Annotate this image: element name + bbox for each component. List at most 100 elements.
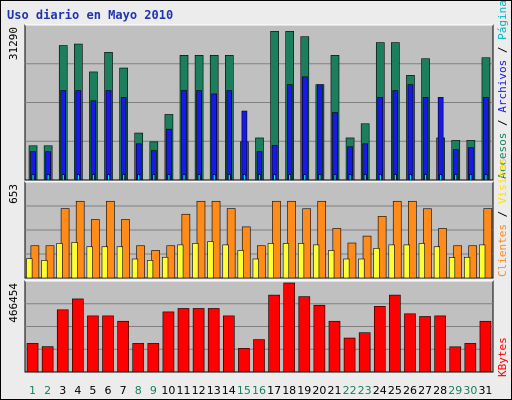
bar-archivos-day-18: [286, 84, 293, 181]
x-tick-label-day-27: 27: [418, 384, 432, 397]
bar-paginas-day-24: [378, 174, 382, 181]
bar-visitas-day-6: [106, 200, 115, 279]
bar-paginas-day-28: [439, 174, 442, 181]
bar-visitas-day-24: [377, 216, 387, 279]
bar-kbytes-day-27: [419, 316, 431, 373]
bar-kbytes-day-25: [389, 294, 401, 373]
bar-paginas-day-15: [243, 174, 246, 181]
bar-kbytes-day-16: [253, 339, 265, 373]
bar-paginas-day-14: [228, 174, 231, 181]
bar-visitas-day-14: [226, 208, 236, 279]
bar-archivos-day-12: [196, 90, 202, 181]
bar-paginas-day-6: [107, 174, 110, 181]
bar-paginas-day-20: [318, 174, 322, 181]
bar-kbytes-day-14: [223, 315, 235, 373]
bar-kbytes-day-6: [102, 315, 114, 373]
bar-kbytes-day-17: [268, 294, 280, 373]
bar-clientes-day-10: [162, 256, 169, 279]
bar-kbytes-day-28: [434, 315, 446, 373]
bar-paginas-day-25: [394, 174, 397, 181]
bar-clientes-day-8: [131, 258, 139, 279]
bar-archivos-day-28: [437, 97, 444, 181]
legend-kbytes: KBytes: [496, 337, 509, 377]
bar-kbytes-day-2: [41, 346, 54, 373]
bar-kbytes-day-9: [147, 343, 160, 373]
x-tick-label-day-10: 10: [161, 384, 175, 397]
legend-part-visitas-1: /: [496, 204, 509, 217]
bar-archivos-day-4: [75, 90, 82, 181]
bar-paginas-day-21: [333, 174, 337, 181]
x-tick-label-day-26: 26: [403, 384, 417, 397]
bar-clientes-day-23: [358, 258, 365, 279]
bar-visitas-day-12: [196, 200, 206, 279]
x-tick-label-day-2: 2: [44, 384, 51, 397]
bar-archivos-day-13: [211, 93, 218, 181]
bar-clientes-day-9: [146, 260, 154, 279]
bar-kbytes-day-31: [479, 320, 492, 373]
legend-part-accesos-2: Archivos: [496, 53, 509, 113]
bar-kbytes-day-29: [449, 346, 462, 373]
bar-paginas-day-3: [61, 174, 65, 181]
bar-kbytes-day-7: [117, 320, 129, 373]
bar-archivos-day-10: [166, 128, 172, 181]
legend-part-visitas-0: Clientes: [496, 217, 509, 277]
bar-clientes-day-22: [343, 258, 350, 279]
legend-accesos: Accesos / Archivos / Páginas: [496, 1, 509, 179]
bar-clientes-day-29: [448, 257, 456, 279]
bar-kbytes-day-19: [298, 296, 311, 373]
bar-paginas-day-4: [77, 174, 80, 181]
bar-clientes-day-26: [403, 244, 410, 279]
bar-kbytes-day-13: [207, 308, 220, 373]
bar-paginas-day-12: [197, 174, 201, 181]
x-tick-label-day-12: 12: [192, 384, 206, 397]
bar-archivos-day-21: [332, 112, 338, 181]
bar-clientes-day-27: [418, 243, 425, 279]
x-tick-label-day-30: 30: [463, 384, 477, 397]
bar-clientes-day-17: [267, 243, 274, 279]
bar-clientes-day-28: [433, 246, 441, 279]
bar-kbytes-day-5: [87, 315, 99, 373]
x-tick-label-day-8: 8: [135, 384, 142, 397]
x-tick-label-day-19: 19: [297, 384, 311, 397]
bar-paginas-day-2: [46, 174, 50, 181]
bar-archivos-day-27: [422, 97, 429, 181]
x-tick-label-day-13: 13: [207, 384, 221, 397]
bar-kbytes-day-10: [162, 311, 175, 373]
bar-clientes-day-14: [222, 244, 229, 279]
bar-visitas-day-17: [272, 200, 281, 279]
bar-visitas-day-31: [483, 208, 493, 279]
y-max-label-0: 31290: [7, 27, 20, 60]
bar-clientes-day-5: [86, 246, 93, 279]
bar-archivos-day-19: [301, 76, 308, 181]
bar-paginas-day-10: [167, 174, 171, 181]
bar-paginas-day-17: [273, 174, 276, 181]
legend-part-accesos-4: Páginas: [496, 1, 509, 40]
bar-paginas-day-5: [92, 174, 95, 181]
bar-paginas-day-8: [137, 174, 141, 181]
bar-clientes-day-3: [56, 243, 63, 279]
bar-clientes-day-6: [101, 246, 108, 279]
bar-archivos-day-15: [241, 110, 248, 181]
bar-archivos-day-11: [181, 90, 187, 181]
chart-title: Uso diario en Mayo 2010: [7, 8, 174, 22]
bar-clientes-day-25: [388, 244, 395, 279]
legend-part-visitas-2: Visitas: [496, 158, 509, 204]
legend-part-accesos-0: Accesos: [496, 126, 509, 179]
x-tick-label-day-15: 15: [237, 384, 251, 397]
x-tick-label-day-11: 11: [177, 384, 191, 397]
x-tick-label-day-20: 20: [312, 384, 326, 397]
legend-part-accesos-3: /: [496, 40, 509, 53]
bar-clientes-day-2: [41, 260, 48, 279]
bar-visitas-day-20: [317, 200, 327, 279]
x-tick-label-day-23: 23: [358, 384, 372, 397]
bar-clientes-day-13: [207, 241, 214, 279]
bar-clientes-day-31: [479, 244, 486, 279]
bar-archivos-day-3: [60, 90, 67, 181]
x-tick-label-day-21: 21: [327, 384, 341, 397]
bar-archivos-day-5: [90, 100, 97, 181]
bar-archivos-day-24: [377, 97, 384, 181]
bar-clientes-day-16: [252, 258, 259, 279]
bar-paginas-day-29: [454, 174, 458, 181]
x-tick-label-day-6: 6: [105, 384, 112, 397]
